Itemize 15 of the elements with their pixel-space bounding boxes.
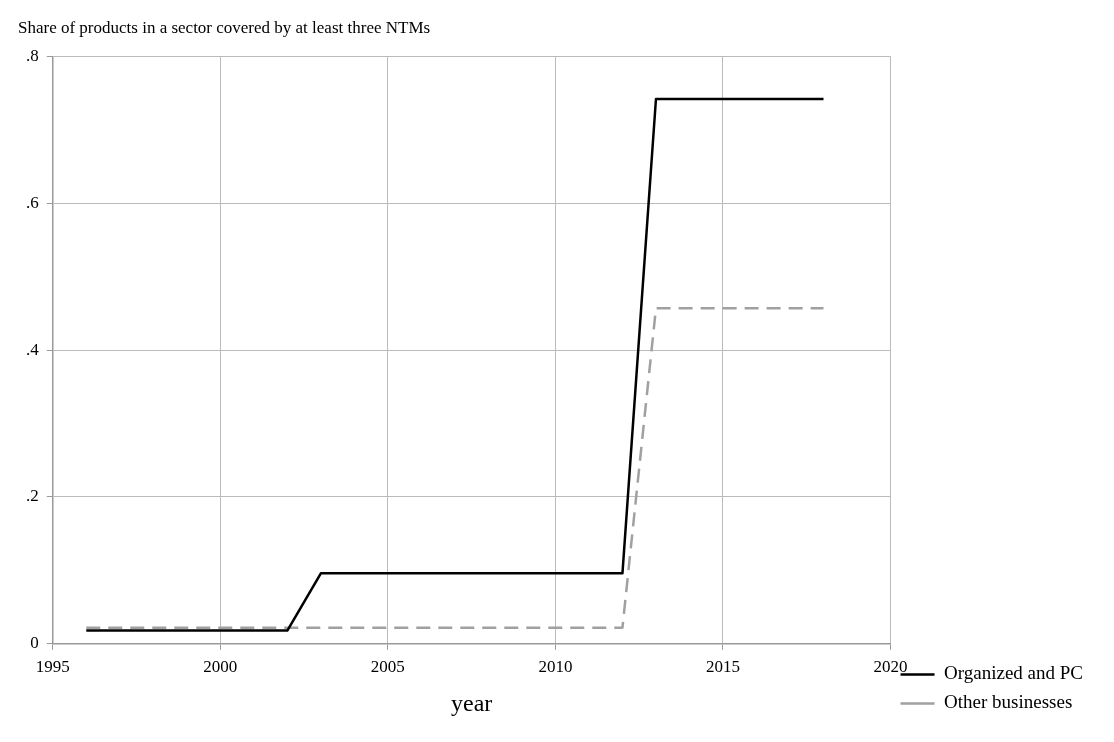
x-tick-label: 2010	[538, 657, 573, 677]
y-tick-label: .4	[26, 339, 40, 359]
x-tick-label: 2005	[370, 657, 405, 677]
x-axis-title: year	[451, 689, 493, 716]
legend-label: Other businesses	[944, 691, 1073, 713]
x-tick-label: 2015	[705, 657, 740, 677]
chart-title: Share of products in a sector covered by at least three NTMs	[18, 17, 431, 37]
x-tick-label: 2000	[203, 657, 238, 677]
y-tick-label: .2	[26, 486, 39, 506]
x-tick-label: 1995	[35, 657, 70, 677]
legend-label: Organized and PC	[944, 662, 1084, 684]
y-tick-label: .8	[26, 45, 39, 65]
y-tick-label: 0	[30, 633, 39, 653]
y-tick-label: .6	[26, 192, 39, 212]
x-tick-label: 2020	[873, 657, 908, 677]
